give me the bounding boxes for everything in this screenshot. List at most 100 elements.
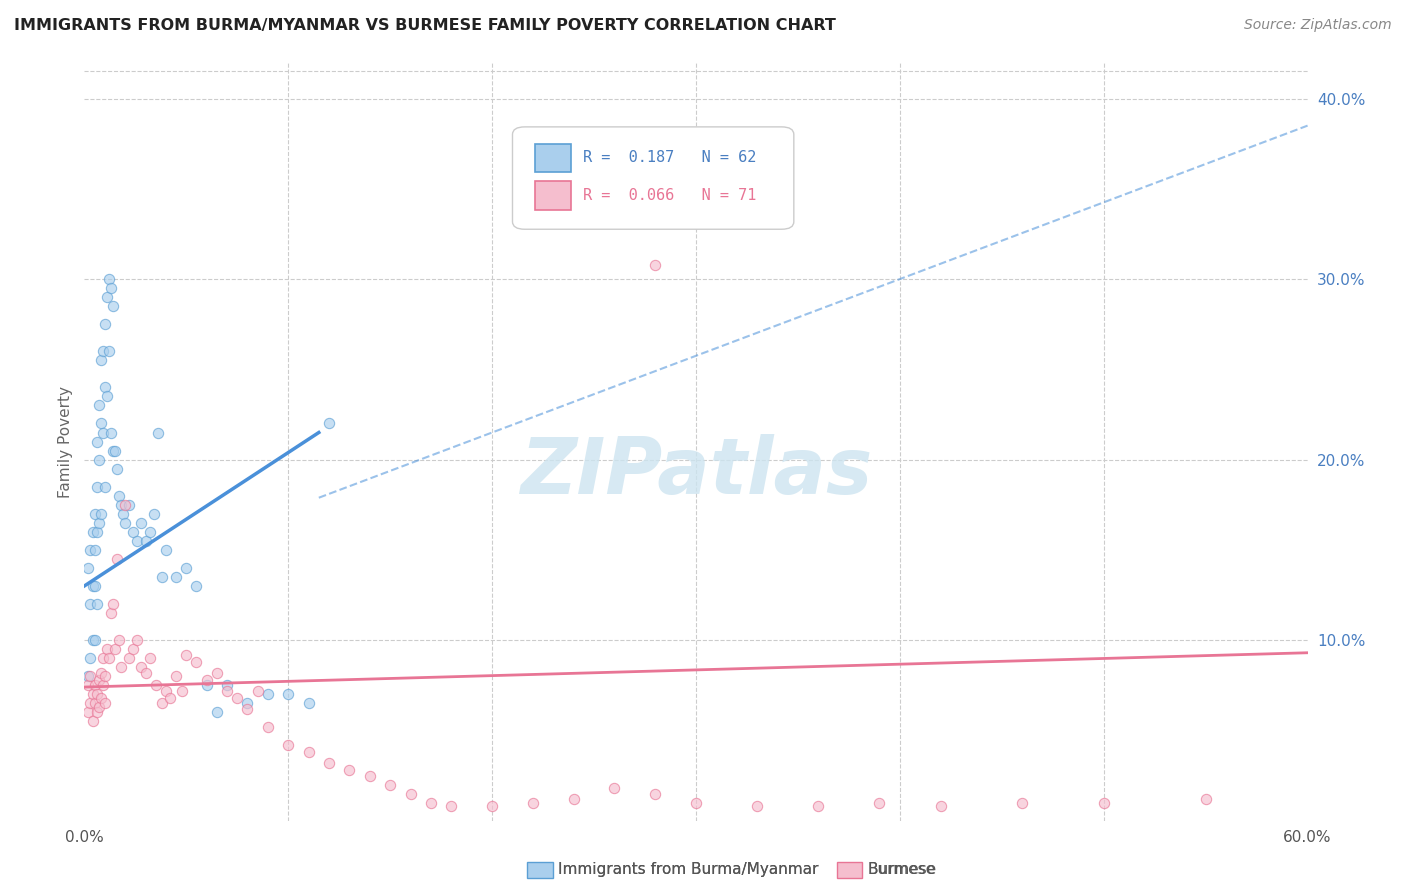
Text: ■  Burmese: ■ Burmese xyxy=(844,863,936,877)
Point xyxy=(118,498,141,512)
Point xyxy=(1092,796,1115,810)
Point xyxy=(135,533,157,548)
Point xyxy=(91,425,114,440)
Point xyxy=(747,799,769,814)
Point xyxy=(104,443,127,458)
Text: IMMIGRANTS FROM BURMA/MYANMAR VS BURMESE FAMILY POVERTY CORRELATION CHART: IMMIGRANTS FROM BURMA/MYANMAR VS BURMESE… xyxy=(14,18,837,33)
Point xyxy=(399,787,422,801)
Point xyxy=(83,579,105,593)
Point xyxy=(101,299,124,313)
Point xyxy=(929,799,952,814)
Point xyxy=(380,778,402,792)
Point xyxy=(138,524,160,539)
Point xyxy=(807,799,830,814)
Point xyxy=(91,678,114,692)
Point xyxy=(150,696,173,710)
Text: ZIPatlas: ZIPatlas xyxy=(520,434,872,510)
Point xyxy=(135,665,157,680)
Point xyxy=(127,633,149,648)
Point xyxy=(86,524,108,539)
Point xyxy=(226,690,249,705)
Text: Source: ZipAtlas.com: Source: ZipAtlas.com xyxy=(1244,18,1392,32)
Point xyxy=(277,738,299,752)
Point xyxy=(257,720,280,734)
Point xyxy=(83,542,105,557)
Point xyxy=(87,673,110,687)
Point xyxy=(142,507,165,521)
Point xyxy=(93,380,115,394)
Text: ■  Immigrants from Burma/Myanmar: ■ Immigrants from Burma/Myanmar xyxy=(534,863,818,877)
Point xyxy=(420,796,443,810)
Point xyxy=(644,258,666,272)
Point xyxy=(318,417,340,431)
Point xyxy=(114,498,136,512)
Point xyxy=(1195,792,1218,806)
Point xyxy=(298,696,321,710)
Point xyxy=(339,763,361,777)
Point xyxy=(318,756,340,770)
Point xyxy=(87,516,110,530)
Point xyxy=(82,687,104,701)
Point xyxy=(97,651,120,665)
Point xyxy=(82,714,104,729)
Point xyxy=(96,290,118,304)
Point xyxy=(83,633,105,648)
Point xyxy=(236,702,259,716)
Point xyxy=(131,660,153,674)
Point xyxy=(97,344,120,359)
Text: R =  0.187   N = 62: R = 0.187 N = 62 xyxy=(583,151,756,166)
FancyBboxPatch shape xyxy=(534,181,571,211)
Point xyxy=(146,425,169,440)
Point xyxy=(127,533,149,548)
Point xyxy=(481,799,503,814)
Point xyxy=(165,570,187,584)
Point xyxy=(562,792,585,806)
Point xyxy=(82,633,104,648)
Point xyxy=(205,665,228,680)
Text: R =  0.066   N = 71: R = 0.066 N = 71 xyxy=(583,188,756,203)
Point xyxy=(138,651,160,665)
Point xyxy=(174,561,197,575)
Point xyxy=(236,696,259,710)
Point xyxy=(195,678,218,692)
Point xyxy=(685,796,707,810)
Point xyxy=(86,597,108,611)
Point xyxy=(87,452,110,467)
FancyBboxPatch shape xyxy=(534,144,571,172)
Point xyxy=(93,480,115,494)
Point xyxy=(100,425,122,440)
Point xyxy=(79,669,101,683)
Point xyxy=(77,706,100,720)
Point xyxy=(114,516,136,530)
Point xyxy=(603,781,626,796)
Point xyxy=(101,443,124,458)
Point xyxy=(108,633,131,648)
Point xyxy=(86,706,108,720)
Y-axis label: Family Poverty: Family Poverty xyxy=(58,385,73,498)
Point xyxy=(195,673,218,687)
Point xyxy=(257,687,280,701)
Point xyxy=(105,461,128,475)
Point xyxy=(246,683,269,698)
Point xyxy=(79,542,101,557)
Point xyxy=(83,678,105,692)
Point xyxy=(172,683,194,698)
Point xyxy=(91,344,114,359)
Point xyxy=(112,507,135,521)
FancyBboxPatch shape xyxy=(513,127,794,229)
Point xyxy=(90,417,112,431)
Point xyxy=(104,642,127,657)
Point xyxy=(122,642,145,657)
Point xyxy=(83,507,105,521)
Point xyxy=(174,648,197,662)
Point xyxy=(108,489,131,503)
Point xyxy=(644,787,666,801)
Point xyxy=(90,353,112,368)
Point xyxy=(90,507,112,521)
Point xyxy=(205,706,228,720)
Point xyxy=(91,651,114,665)
Point xyxy=(186,579,208,593)
Point xyxy=(82,579,104,593)
Point xyxy=(122,524,145,539)
Point xyxy=(1011,796,1033,810)
